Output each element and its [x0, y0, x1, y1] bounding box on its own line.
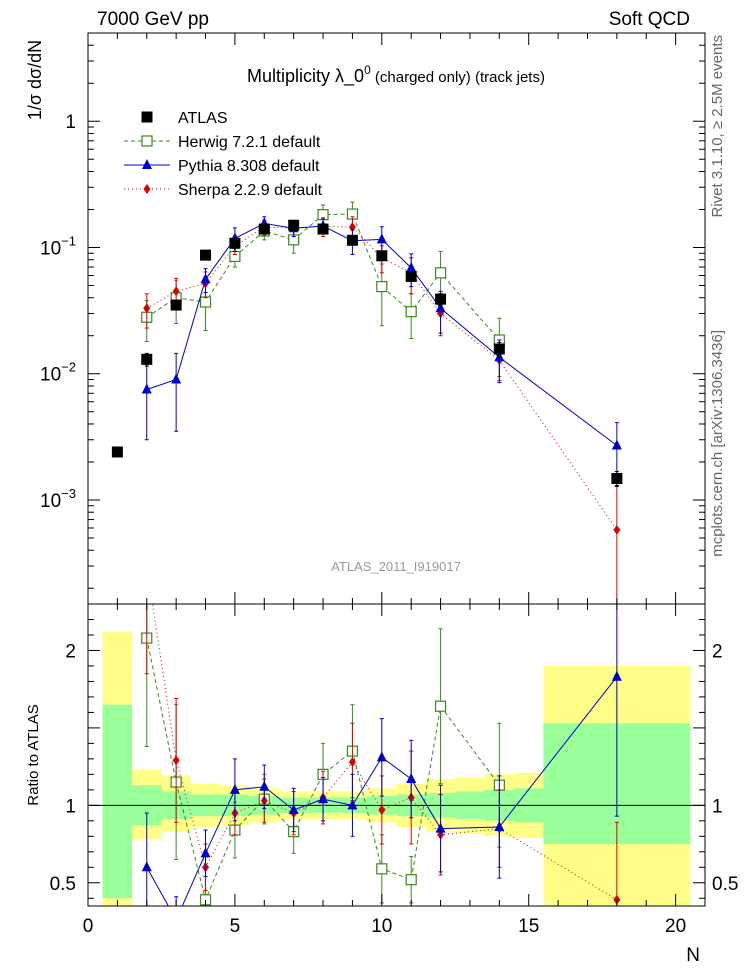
pythia-point: [406, 261, 417, 272]
herwig-line: [146, 213, 500, 341]
main-y-axis-label: 1/σ dσ/dN: [25, 40, 45, 120]
sherpa-ratio-point: [143, 560, 150, 570]
atlas-point: [317, 223, 329, 235]
ratio-frame: [87, 603, 706, 907]
uncertainty-band-inner: [102, 704, 133, 899]
main-title: Multiplicity λ_00 (charged only) (track …: [247, 63, 545, 87]
ratio-y-tick-label: 1: [65, 796, 76, 817]
category-label: Soft QCD: [609, 9, 690, 30]
herwig-point: [199, 296, 212, 308]
atlas-point: [170, 299, 182, 311]
ratio-y-axis-label: Ratio to ATLAS: [25, 704, 42, 805]
atlas-point: [405, 270, 417, 282]
atlas-point: [288, 219, 300, 231]
x-tick-label: 15: [518, 916, 539, 937]
atlas-point: [346, 234, 358, 246]
ratio-y-tick-label-right: 1: [712, 796, 723, 817]
pythia-ratio-point: [376, 751, 387, 762]
pythia-ratio-point: [611, 670, 622, 681]
ratio-panel: 0 5 10 15 20 0.5 0.5 1 1 2 2 Ratio to ATLAS N: [25, 560, 738, 966]
analysis-watermark: ATLAS_2011_I919017: [331, 559, 461, 574]
main-y-tick-label: 10−3: [40, 486, 76, 512]
main-series-group: [111, 201, 623, 604]
sherpa-point: [143, 303, 151, 314]
herwig-ratio-line: [146, 637, 500, 902]
atlas-point: [493, 343, 505, 355]
legend-marker-sherpa: [143, 184, 151, 194]
main-y-tick-label: 10−1: [40, 233, 76, 259]
atlas-point: [258, 223, 270, 235]
main-panel: 10−3 10−2 10−1 1 1/σ dσ/dN Multiplicity λ_0…: [25, 32, 706, 605]
pythia-ratio-point: [171, 914, 181, 924]
sherpa-point: [613, 524, 621, 535]
legend: ATLAS Herwig 7.2.1 default Pythia 8.308 de…: [124, 110, 323, 199]
pythia-ratio-point: [435, 822, 446, 833]
mcplots-label: mcplots.cern.ch [arXiv:1306.3436]: [709, 330, 726, 557]
legend-label-atlas: ATLAS: [178, 110, 228, 127]
main-y-tick-label: 10−2: [40, 360, 76, 386]
ratio-y-tick-label: 2: [65, 641, 76, 662]
pythia-ratio-point: [259, 780, 270, 791]
legend-marker-herwig: [141, 135, 153, 147]
pythia-point: [200, 273, 211, 284]
sherpa-ratio-point: [172, 755, 180, 766]
herwig-ratio-point: [376, 863, 388, 875]
pythia-point: [376, 233, 387, 244]
x-tick-label: 10: [371, 916, 392, 937]
legend-marker-pythia: [142, 159, 152, 169]
rivet-label: Rivet 3.1.10, ≥ 2.5M events: [709, 35, 726, 218]
pythia-ratio-point: [318, 793, 329, 804]
atlas-point: [200, 249, 212, 261]
herwig-point: [405, 306, 417, 318]
pythia-ratio-point: [494, 821, 505, 832]
pythia-point: [171, 373, 182, 384]
pythia-point: [141, 383, 152, 394]
ratio-y-tick-label: 0.5: [50, 874, 76, 895]
herwig-point: [434, 267, 447, 279]
atlas-point: [111, 446, 123, 458]
ratio-y-tick-label-right: 2: [712, 641, 723, 662]
pythia-ratio-point: [406, 773, 417, 784]
legend-label-herwig: Herwig 7.2.1 default: [178, 134, 321, 151]
pythia-ratio-point: [347, 799, 358, 810]
x-tick-label: 5: [230, 916, 241, 937]
pythia-ratio-point: [229, 783, 240, 794]
herwig-point: [376, 281, 388, 293]
legend-marker-atlas: [141, 111, 153, 123]
pythia-ratio-point: [141, 861, 152, 872]
main-y-tick-label: 1: [65, 112, 76, 133]
atlas-point: [229, 237, 241, 249]
x-tick-label: 0: [83, 916, 94, 937]
pythia-point: [611, 439, 622, 450]
energy-label: 7000 GeV pp: [97, 9, 209, 30]
sherpa-point: [172, 286, 180, 297]
sherpa-ratio-point: [348, 756, 356, 767]
legend-label-sherpa: Sherpa 2.2.9 default: [178, 182, 323, 199]
legend-label-pythia: Pythia 8.308 default: [178, 158, 320, 175]
pythia-point: [435, 302, 446, 313]
herwig-ratio-point: [434, 700, 447, 712]
sherpa-ratio-point: [378, 804, 386, 815]
sherpa-ratio-point: [613, 894, 621, 905]
x-axis-label: N: [686, 945, 700, 966]
atlas-point: [611, 472, 623, 484]
pythia-ratio-point: [200, 847, 211, 858]
herwig-ratio-point: [405, 874, 417, 886]
atlas-point: [376, 250, 388, 262]
pythia-ratio-point: [288, 803, 299, 814]
atlas-point: [141, 353, 153, 365]
atlas-point: [435, 293, 447, 305]
ratio-y-tick-label-right: 0.5: [712, 874, 738, 895]
ratio-series-group: [88, 560, 705, 924]
x-tick-label: 20: [665, 916, 686, 937]
